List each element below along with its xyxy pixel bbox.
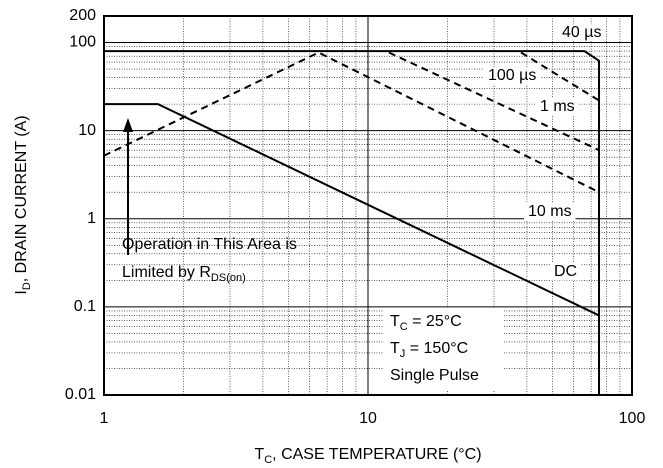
plot-frame: [103, 15, 633, 396]
labels: 1 10 100 0.01 0.1 1 10 100 200 40 µs 100 µs1 ms 10 …: [65, 7, 646, 427]
y-axis-title: ID, DRAIN CURRENT (A): [13, 115, 33, 294]
series-label-bg: [536, 98, 579, 116]
series-label: 10 ms: [528, 203, 572, 220]
y-tick-label: 0.1: [74, 298, 96, 315]
series-label: DC: [554, 263, 577, 280]
series-label-bg: [550, 263, 582, 281]
x-tick-label: 100: [619, 410, 646, 427]
series-label-bg: [484, 67, 541, 85]
annotation: Limited by RDS(on): [122, 264, 246, 284]
y-tick-label: 100: [69, 34, 96, 51]
series-label-bg: [558, 24, 606, 42]
series-line: [388, 51, 600, 152]
series-label: 40 µs: [562, 24, 601, 41]
y-tick-label: 1: [87, 210, 96, 227]
note-bg: [384, 308, 504, 390]
x-tick-label: 10: [359, 410, 377, 427]
x-axis-title: TC, CASE TEMPERATURE (°C): [254, 446, 481, 466]
series-label: 1 ms: [540, 98, 575, 115]
annotation: Operation in This Area is: [122, 236, 297, 253]
annotation: Single Pulse: [390, 367, 479, 384]
arrow-head: [123, 118, 133, 132]
annotation: TJ = 150°C: [390, 340, 468, 360]
y-tick-label: 200: [69, 7, 96, 24]
annotation: TC = 25°C: [390, 313, 462, 333]
y-tick-label: 10: [78, 122, 96, 139]
series-line: [103, 51, 600, 194]
series-label: 100 µs: [488, 67, 536, 84]
series-line: [104, 103, 600, 317]
series-line: [520, 51, 600, 102]
lines: [103, 50, 601, 395]
y-tick-label: 0.01: [65, 386, 96, 403]
x-tick-label: 1: [100, 410, 109, 427]
series-line: [104, 50, 601, 395]
series-label-bg: [524, 203, 576, 221]
